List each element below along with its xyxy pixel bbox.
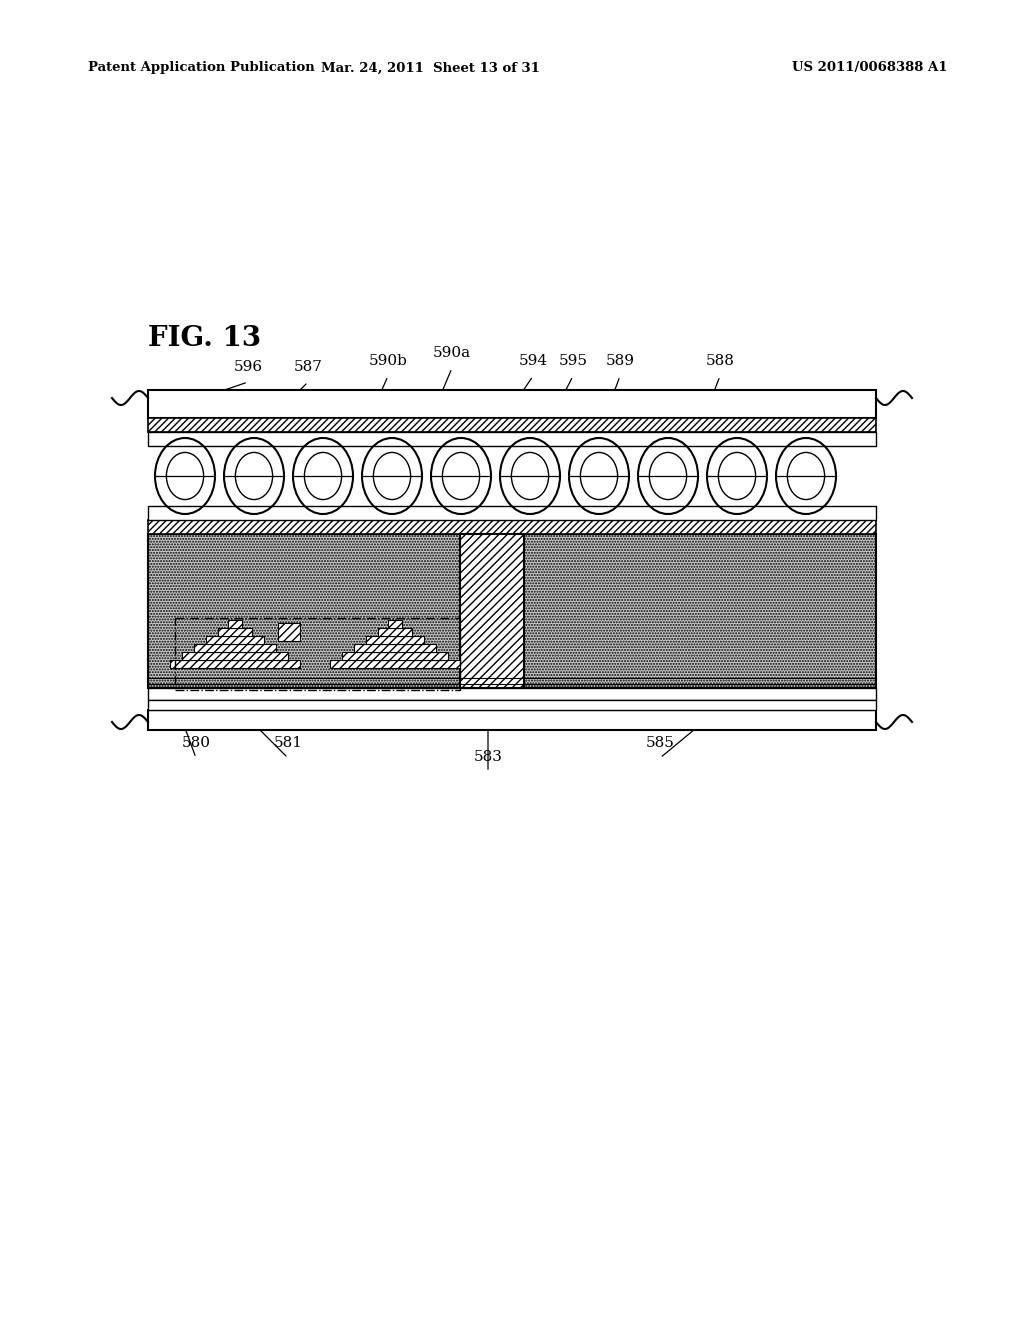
Text: 587: 587 (294, 360, 323, 374)
Text: 594: 594 (518, 354, 548, 368)
Text: 589: 589 (605, 354, 635, 368)
Bar (148, 418, 876, 432)
Bar (148, 506, 876, 520)
Text: 590a: 590a (433, 346, 471, 360)
Ellipse shape (569, 438, 629, 513)
Bar (148, 432, 876, 520)
Ellipse shape (649, 453, 687, 499)
Bar (170, 660, 300, 668)
Ellipse shape (511, 453, 549, 499)
Bar (148, 700, 876, 710)
Bar (524, 535, 876, 688)
Ellipse shape (787, 453, 824, 499)
Bar (218, 628, 252, 636)
Ellipse shape (374, 453, 411, 499)
Bar (194, 644, 276, 652)
Ellipse shape (442, 453, 479, 499)
Bar (330, 660, 460, 668)
Text: Patent Application Publication: Patent Application Publication (88, 62, 314, 74)
Bar (148, 506, 876, 520)
Ellipse shape (707, 438, 767, 513)
Bar (148, 389, 876, 418)
Bar (175, 618, 460, 690)
Text: 595: 595 (558, 354, 588, 368)
Bar (148, 710, 876, 730)
Ellipse shape (638, 438, 698, 513)
Ellipse shape (166, 453, 204, 499)
Ellipse shape (776, 438, 836, 513)
Bar (148, 432, 876, 446)
Text: 588: 588 (706, 354, 734, 368)
Bar (388, 620, 402, 628)
Ellipse shape (500, 438, 560, 513)
Text: 590b: 590b (369, 354, 408, 368)
Text: Mar. 24, 2011  Sheet 13 of 31: Mar. 24, 2011 Sheet 13 of 31 (321, 62, 540, 74)
Bar (182, 652, 288, 660)
Text: US 2011/0068388 A1: US 2011/0068388 A1 (793, 62, 948, 74)
Ellipse shape (304, 453, 342, 499)
Bar (342, 652, 449, 660)
Bar (206, 636, 264, 644)
Ellipse shape (293, 438, 353, 513)
Bar (148, 432, 876, 446)
Text: 580: 580 (181, 737, 211, 750)
Bar (148, 535, 460, 688)
Bar (378, 628, 412, 636)
Bar (354, 644, 436, 652)
Bar (460, 535, 524, 688)
Text: 596: 596 (233, 360, 262, 374)
Ellipse shape (224, 438, 284, 513)
Bar (228, 620, 242, 628)
Bar (148, 520, 876, 535)
Ellipse shape (581, 453, 617, 499)
Bar (278, 623, 300, 642)
Text: 585: 585 (645, 737, 675, 750)
Ellipse shape (362, 438, 422, 513)
Bar (148, 688, 876, 700)
Text: FIG. 13: FIG. 13 (148, 325, 261, 351)
Ellipse shape (236, 453, 272, 499)
Ellipse shape (155, 438, 215, 513)
Ellipse shape (431, 438, 490, 513)
Ellipse shape (719, 453, 756, 499)
Text: 581: 581 (273, 737, 302, 750)
Text: 583: 583 (473, 750, 503, 764)
Bar (366, 636, 424, 644)
